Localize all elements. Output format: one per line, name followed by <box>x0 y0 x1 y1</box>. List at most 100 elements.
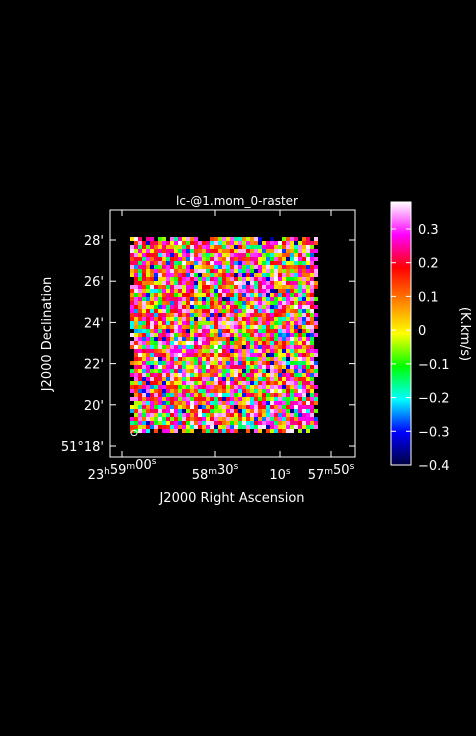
heatmap-pixel <box>286 269 290 273</box>
heatmap-pixel <box>210 297 214 301</box>
heatmap-pixel <box>150 401 154 405</box>
heatmap-pixel <box>186 253 190 257</box>
heatmap-pixel <box>222 261 226 265</box>
heatmap-pixel <box>250 237 254 241</box>
heatmap-pixel <box>150 425 154 429</box>
heatmap-pixel <box>166 361 170 365</box>
heatmap-pixel <box>222 373 226 377</box>
heatmap-pixel <box>258 401 262 405</box>
heatmap-pixel <box>282 317 286 321</box>
heatmap-pixel <box>282 401 286 405</box>
heatmap-pixel <box>138 301 142 305</box>
heatmap-pixel <box>206 269 210 273</box>
heatmap-pixel <box>178 313 182 317</box>
heatmap-pixel <box>182 409 186 413</box>
heatmap-pixel <box>250 409 254 413</box>
heatmap-pixel <box>262 421 266 425</box>
heatmap-pixel <box>310 421 314 425</box>
heatmap-pixel <box>310 401 314 405</box>
heatmap-pixel <box>146 321 150 325</box>
heatmap-pixel <box>202 409 206 413</box>
heatmap-pixel <box>214 321 218 325</box>
heatmap-pixel <box>262 357 266 361</box>
heatmap-pixel <box>154 369 158 373</box>
heatmap-pixel <box>182 373 186 377</box>
heatmap-pixel <box>162 313 166 317</box>
heatmap-pixel <box>206 309 210 313</box>
heatmap-pixel <box>194 421 198 425</box>
heatmap-pixel <box>226 265 230 269</box>
heatmap-pixel <box>214 381 218 385</box>
heatmap-pixel <box>146 405 150 409</box>
heatmap-pixel <box>314 237 318 241</box>
heatmap-pixel <box>242 309 246 313</box>
heatmap-pixel <box>250 293 254 297</box>
heatmap-pixel <box>266 257 270 261</box>
heatmap-pixel <box>150 341 154 345</box>
heatmap-pixel <box>174 325 178 329</box>
heatmap-pixel <box>274 401 278 405</box>
heatmap-pixel <box>198 273 202 277</box>
heatmap-pixel <box>194 369 198 373</box>
heatmap-pixel <box>262 365 266 369</box>
heatmap-pixel <box>302 389 306 393</box>
heatmap-pixel <box>194 385 198 389</box>
heatmap-pixel <box>146 273 150 277</box>
heatmap-pixel <box>270 257 274 261</box>
heatmap-pixel <box>134 361 138 365</box>
heatmap-pixel <box>246 297 250 301</box>
heatmap-pixel <box>182 277 186 281</box>
heatmap-pixel <box>210 277 214 281</box>
heatmap-pixel <box>198 373 202 377</box>
heatmap-pixel <box>226 237 230 241</box>
heatmap-pixel <box>266 325 270 329</box>
heatmap-pixel <box>270 313 274 317</box>
heatmap-pixel <box>246 237 250 241</box>
heatmap-pixel <box>286 245 290 249</box>
heatmap-pixel <box>270 373 274 377</box>
heatmap-pixel <box>158 413 162 417</box>
heatmap-pixel <box>154 337 158 341</box>
heatmap-pixel <box>302 341 306 345</box>
heatmap-pixel <box>234 377 238 381</box>
heatmap-pixel <box>294 317 298 321</box>
heatmap-pixel <box>230 357 234 361</box>
heatmap-pixel <box>158 341 162 345</box>
heatmap-pixel <box>194 281 198 285</box>
heatmap-pixel <box>202 253 206 257</box>
colorbar <box>390 201 412 466</box>
heatmap-pixel <box>242 405 246 409</box>
heatmap-pixel <box>198 357 202 361</box>
heatmap-pixel <box>254 393 258 397</box>
heatmap-pixel <box>214 429 218 433</box>
heatmap-pixel <box>138 401 142 405</box>
heatmap-pixel <box>222 273 226 277</box>
heatmap-pixel <box>286 417 290 421</box>
heatmap-pixel <box>130 385 134 389</box>
heatmap-pixel <box>166 373 170 377</box>
heatmap-pixel <box>154 321 158 325</box>
heatmap-pixel <box>138 285 142 289</box>
heatmap-pixel <box>254 413 258 417</box>
heatmap-pixel <box>178 421 182 425</box>
heatmap-pixel <box>262 349 266 353</box>
heatmap-pixel <box>210 289 214 293</box>
heatmap-pixel <box>138 265 142 269</box>
heatmap-pixel <box>314 393 318 397</box>
heatmap-pixel <box>290 277 294 281</box>
heatmap-pixel <box>282 429 286 433</box>
heatmap-pixel <box>230 413 234 417</box>
heatmap-pixel <box>302 417 306 421</box>
heatmap-pixel <box>290 381 294 385</box>
heatmap-pixel <box>278 361 282 365</box>
heatmap-pixel <box>138 341 142 345</box>
heatmap-pixel <box>166 249 170 253</box>
heatmap-pixel <box>186 389 190 393</box>
heatmap-pixel <box>290 321 294 325</box>
heatmap-pixel <box>158 345 162 349</box>
heatmap-pixel <box>274 417 278 421</box>
heatmap-pixel <box>138 377 142 381</box>
heatmap-pixel <box>214 341 218 345</box>
heatmap-pixel <box>238 281 242 285</box>
heatmap-pixel <box>178 413 182 417</box>
